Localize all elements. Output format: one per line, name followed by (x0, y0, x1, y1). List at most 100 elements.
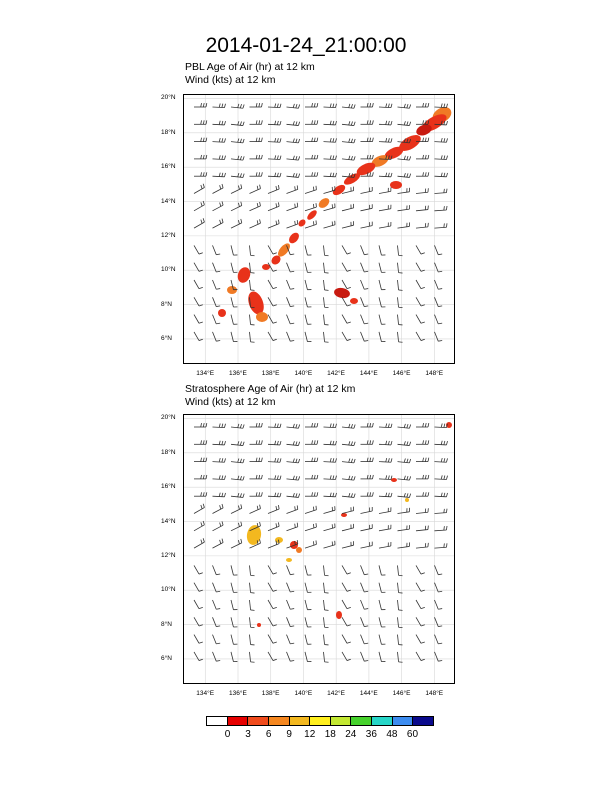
wind-barb (360, 187, 373, 194)
wind-barb (267, 539, 280, 549)
lat-tick-label: 18°N (161, 448, 176, 456)
wind-barb (305, 492, 319, 497)
wind-barb (194, 474, 208, 480)
wind-barb (323, 314, 329, 326)
wind-barb (341, 582, 351, 592)
wind-barb (434, 245, 443, 256)
wind-barb (267, 522, 280, 532)
age-of-air-patch (391, 478, 397, 482)
wind-barb (230, 218, 243, 229)
wind-barb (230, 492, 245, 498)
wind-barb (230, 172, 245, 178)
wind-barb (212, 503, 224, 514)
wind-barb (415, 188, 429, 194)
wind-barb (267, 423, 282, 429)
wind-barb (341, 262, 351, 272)
wind-barb (267, 492, 282, 498)
wind-barb (360, 599, 369, 610)
wind-barb (305, 474, 319, 480)
wind-barb (194, 457, 208, 462)
wind-barb (378, 582, 386, 593)
wind-barb (194, 137, 208, 142)
wind-barb (323, 155, 337, 160)
wind-barb (212, 262, 221, 273)
wind-barb (249, 504, 261, 514)
wind-barb (360, 137, 374, 142)
wind-barb (267, 314, 277, 324)
age-of-air-patch (256, 312, 268, 322)
lat-tick-label: 20°N (161, 414, 176, 422)
wind-barb (286, 297, 295, 307)
colorbar-swatch (413, 717, 434, 725)
lon-tick-label: 138°E (261, 690, 280, 697)
colorbar-label: 18 (324, 729, 336, 740)
wind-barb (193, 634, 203, 644)
wind-barb (416, 492, 430, 497)
wind-barb (230, 475, 245, 481)
lat-tick-label: 16°N (161, 483, 176, 491)
wind-barb (267, 245, 277, 255)
wind-barb (267, 617, 277, 627)
wind-barb (360, 154, 374, 160)
wind-barb (397, 634, 403, 646)
lon-tick-label: 144°E (359, 370, 378, 377)
wind-barb (341, 186, 355, 194)
wind-barb (323, 634, 329, 646)
wind-barb (249, 201, 261, 212)
wind-barb (230, 634, 238, 645)
lat-tick-label: 12°N (161, 551, 176, 559)
age-of-air-patch (341, 513, 347, 517)
wind-barb (286, 262, 295, 273)
wind-barb (397, 103, 412, 109)
colorbar-label: 0 (224, 729, 231, 740)
wind-barb (378, 634, 386, 645)
wind-barb (193, 200, 205, 212)
wind-barb (286, 185, 299, 194)
colorbar-label: 48 (386, 729, 398, 740)
wind-barb (304, 279, 312, 291)
wind-barb (193, 218, 205, 229)
wind-barb (360, 103, 374, 108)
wind-barb (212, 297, 221, 307)
wind-barb (434, 331, 443, 342)
wind-barb (397, 262, 403, 274)
wind-barb (434, 297, 443, 307)
wind-barb (249, 297, 255, 309)
wind-barb (397, 205, 411, 212)
wind-barb (341, 599, 351, 610)
lat-tick-label: 14°N (161, 517, 176, 525)
wind-barb (249, 314, 255, 326)
wind-barb (230, 651, 238, 663)
wind-barb (416, 103, 430, 108)
wind-barb (434, 155, 448, 160)
wind-barb (304, 651, 312, 663)
wind-barb (341, 103, 356, 109)
wind-barb (230, 121, 245, 126)
wind-barb (286, 475, 301, 481)
wind-barb (193, 651, 203, 661)
wind-barb (360, 314, 369, 325)
lon-tick-label: 134°E (196, 690, 215, 697)
wind-barb (249, 279, 255, 291)
wind-barb (397, 423, 412, 429)
wind-barb (323, 172, 337, 178)
wind-barb (304, 314, 312, 325)
wind-barb (230, 262, 238, 273)
wind-barb (267, 279, 277, 290)
wind-barb (304, 331, 312, 343)
wind-barb (378, 155, 393, 160)
panel1-title: PBL Age of Air (hr) at 12 km (185, 61, 315, 73)
age-of-air-patch (371, 155, 389, 167)
lon-tick-label: 138°E (261, 370, 280, 377)
wind-barb (267, 120, 282, 126)
wind-barb (286, 492, 301, 498)
wind-barb (304, 505, 317, 514)
wind-barb (378, 457, 393, 463)
wind-barb (341, 458, 356, 464)
wind-barb (305, 103, 319, 108)
wind-barb (267, 565, 277, 575)
wind-barb (212, 538, 224, 549)
wind-barb (193, 279, 203, 290)
lat-tick-label: 10°N (161, 266, 176, 274)
wind-barb (249, 331, 255, 343)
